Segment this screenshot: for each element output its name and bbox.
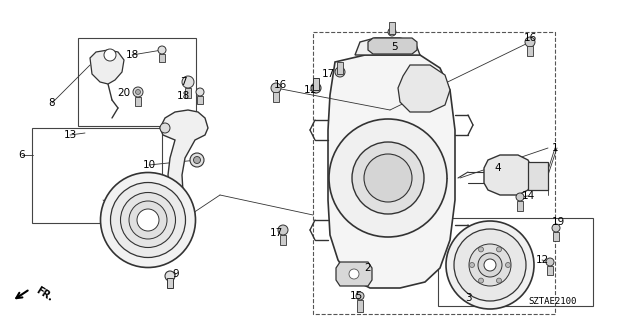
Circle shape [479,247,483,252]
Circle shape [479,278,483,283]
Circle shape [470,262,474,268]
Bar [273,92,279,102]
Text: 16: 16 [273,80,287,90]
Text: 10: 10 [143,160,156,170]
Polygon shape [398,65,450,112]
Circle shape [497,247,502,252]
Circle shape [182,76,194,88]
Polygon shape [336,262,372,286]
Circle shape [158,46,166,54]
Bar [167,278,173,288]
Ellipse shape [329,119,447,237]
Circle shape [278,225,288,235]
Circle shape [388,28,396,36]
Text: 7: 7 [180,77,186,87]
Circle shape [133,87,143,97]
Bar [280,235,286,245]
Bar [78,38,196,126]
Text: 15: 15 [349,291,363,301]
Text: 12: 12 [536,255,548,265]
Ellipse shape [352,142,424,214]
Bar [547,266,553,275]
Circle shape [160,123,170,133]
Bar [32,128,162,223]
Bar [357,300,363,312]
Circle shape [165,271,175,281]
Circle shape [196,88,204,96]
Bar [528,162,548,190]
Polygon shape [160,110,208,215]
Ellipse shape [129,201,167,239]
Ellipse shape [111,182,186,258]
Ellipse shape [478,253,502,277]
Text: 17: 17 [269,228,283,238]
Text: 11: 11 [303,85,317,95]
Text: 17: 17 [321,69,335,79]
Ellipse shape [454,229,526,301]
Text: 2: 2 [365,263,371,273]
Text: 19: 19 [552,217,564,227]
Circle shape [104,49,116,61]
Text: 18: 18 [177,91,189,101]
Bar [159,54,165,62]
Circle shape [506,262,511,268]
Text: FR.: FR. [34,285,54,303]
Text: 13: 13 [63,130,77,140]
Polygon shape [368,38,417,54]
Ellipse shape [120,193,175,247]
Bar [313,32,555,314]
Text: 18: 18 [125,50,139,60]
Bar [438,218,593,306]
Circle shape [193,156,200,164]
Circle shape [516,193,524,201]
Polygon shape [90,50,124,84]
Ellipse shape [446,221,534,309]
Bar [517,201,523,211]
Bar [553,232,559,241]
Circle shape [349,269,359,279]
Text: 4: 4 [495,163,501,173]
Bar [135,97,141,106]
Text: 8: 8 [49,98,55,108]
Text: 14: 14 [522,191,534,201]
Ellipse shape [484,259,496,271]
Text: 9: 9 [173,269,179,279]
Bar [337,62,343,74]
Bar [197,96,203,104]
Circle shape [335,67,345,77]
Circle shape [546,258,554,266]
Bar [313,78,319,90]
Bar [389,22,395,34]
Text: 1: 1 [552,143,558,153]
Text: 16: 16 [524,33,536,43]
Ellipse shape [137,209,159,231]
Text: 6: 6 [19,150,26,160]
Bar [185,88,191,98]
Circle shape [497,278,502,283]
Ellipse shape [364,154,412,202]
Text: 3: 3 [465,293,471,303]
Text: SZTAE2100: SZTAE2100 [529,297,577,306]
Polygon shape [484,155,532,195]
Text: 5: 5 [392,42,398,52]
Circle shape [190,153,204,167]
Circle shape [552,224,560,232]
Bar [527,46,533,56]
Circle shape [136,90,141,94]
Ellipse shape [100,172,195,268]
Circle shape [525,37,535,47]
Ellipse shape [469,244,511,286]
Polygon shape [328,55,455,288]
Circle shape [311,83,321,93]
Text: 20: 20 [117,88,131,98]
Circle shape [356,292,364,300]
Circle shape [271,83,281,93]
Polygon shape [355,38,420,55]
